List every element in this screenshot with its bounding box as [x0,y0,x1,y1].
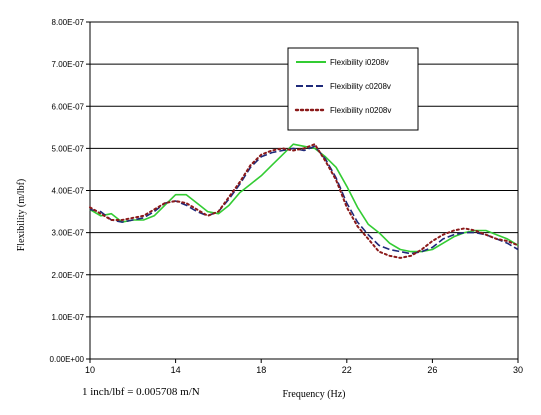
series-line [89,145,519,255]
y-axis-title: Flexibility (m/lbf) [16,179,27,252]
y-tick-label: 5.00E-07 [52,144,85,153]
y-tick-label: 0.00E+00 [50,355,85,364]
y-axis-ticks: 0.00E+00 1.00E-07 2.00E-07 3.00E-07 4.00E-07… [50,18,90,364]
y-tick-label: 7.00E-07 [52,60,85,69]
y-tick-label: 2.00E-07 [52,271,85,280]
x-tick-label: 22 [342,365,352,375]
series-line [89,143,519,259]
legend-entry: Flexibility i0208v [330,58,389,67]
y-tick-label: 8.00E-07 [52,18,85,27]
x-axis-ticks: 10 14 18 22 26 30 [85,359,523,375]
x-tick-label: 14 [171,365,181,375]
series-lines [89,143,519,259]
unit-conversion-note: 1 inch/lbf = 0.005708 m/N [82,386,200,398]
series-line [89,143,519,253]
legend: Flexibility i0208v Flexibility c0208v Flex… [287,47,419,131]
y-tick-label: 4.00E-07 [52,187,85,196]
y-tick-label: 6.00E-07 [52,102,85,111]
x-tick-label: 26 [427,365,437,375]
y-tick-label: 3.00E-07 [52,229,85,238]
y-tick-label: 1.00E-07 [52,313,85,322]
x-tick-label: 18 [256,365,266,375]
legend-entry: Flexibility n0208v [330,106,391,115]
x-axis-title: Frequency (Hz) [282,389,345,400]
legend-entry: Flexibility c0208v [330,82,391,91]
x-tick-label: 10 [85,365,95,375]
x-tick-label: 30 [513,365,523,375]
